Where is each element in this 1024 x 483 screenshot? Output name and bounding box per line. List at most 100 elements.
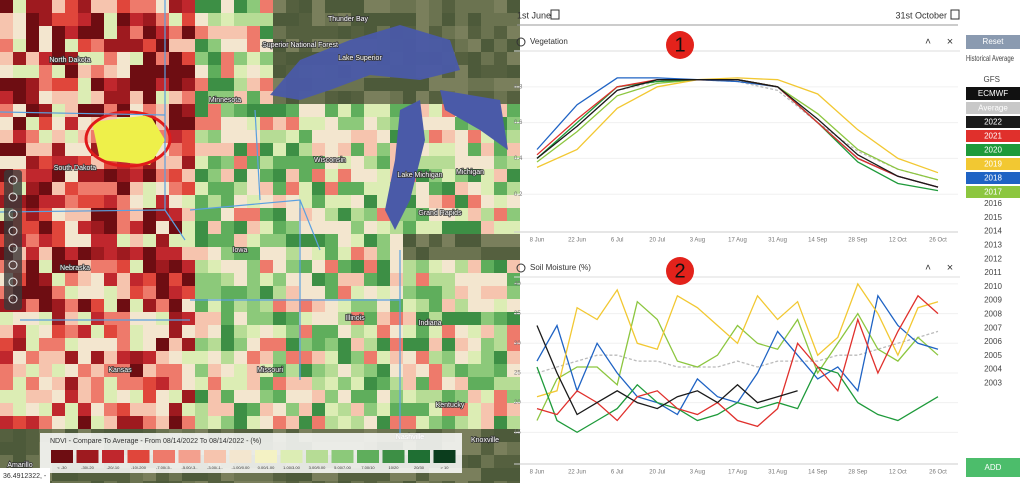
map-cell — [507, 351, 520, 364]
map-cell — [468, 429, 481, 442]
reset-button[interactable] — [966, 35, 1020, 49]
map-cell — [182, 273, 195, 286]
model-option[interactable]: GFS — [984, 75, 1000, 84]
year-option[interactable]: 2015 — [984, 213, 1002, 222]
map-cell — [52, 247, 65, 260]
model-option[interactable]: ECMWF — [978, 89, 1008, 98]
tool-button[interactable] — [8, 209, 18, 219]
map-cell — [377, 221, 390, 234]
map-cell — [442, 481, 455, 483]
map-cell — [455, 208, 468, 221]
map-cell — [182, 312, 195, 325]
model-button[interactable] — [966, 87, 1020, 100]
year-option[interactable]: 2006 — [984, 337, 1002, 346]
tool-button[interactable] — [8, 243, 18, 253]
year-button[interactable] — [966, 158, 1020, 170]
close-button[interactable]: × — [947, 262, 953, 274]
year-option[interactable]: 2010 — [984, 282, 1002, 291]
map-cell — [130, 403, 143, 416]
map-label: Michigan — [456, 169, 484, 176]
map-cell — [247, 26, 260, 39]
map-cell — [65, 78, 78, 91]
start-date[interactable]: 1st June — [517, 10, 551, 20]
year-option[interactable]: 2007 — [984, 323, 1002, 332]
year-button[interactable] — [966, 116, 1020, 128]
map-cell — [65, 260, 78, 273]
map-toolbar — [4, 170, 22, 310]
coordinates: 36.4912322, - — [3, 473, 47, 480]
map-cell — [455, 273, 468, 286]
map-cell — [26, 390, 39, 403]
tool-button[interactable] — [8, 260, 18, 270]
map-cell — [234, 260, 247, 273]
map-cell — [130, 13, 143, 26]
historical-label: Historical Average — [966, 54, 1014, 63]
map-cell — [494, 221, 507, 234]
calendar-icon[interactable] — [950, 9, 960, 20]
x-tick-label: 6 Jul — [611, 470, 624, 476]
map-cell — [377, 325, 390, 338]
tool-button[interactable] — [8, 294, 18, 304]
map-cell — [78, 221, 91, 234]
year-option[interactable]: 2004 — [984, 365, 1002, 374]
map-cell — [169, 351, 182, 364]
collapse-button[interactable]: ˄ — [925, 37, 931, 48]
year-option[interactable]: 2011 — [984, 268, 1002, 277]
map-cell — [390, 351, 403, 364]
map-cell — [143, 338, 156, 351]
map-cell — [364, 130, 377, 143]
map-cell — [403, 403, 416, 416]
end-date[interactable]: 31st October — [895, 10, 947, 20]
map-cell — [208, 403, 221, 416]
map-cell — [195, 390, 208, 403]
year-button[interactable] — [966, 186, 1020, 198]
map-cell — [234, 325, 247, 338]
year-option[interactable]: 2005 — [984, 351, 1002, 360]
add-button[interactable] — [966, 458, 1020, 477]
map-cell — [481, 143, 494, 156]
calendar-icon[interactable] — [550, 9, 560, 20]
year-option[interactable]: 2013 — [984, 241, 1002, 250]
chart-icon — [516, 263, 526, 273]
map-cell — [416, 208, 429, 221]
year-option[interactable]: 2016 — [984, 199, 1002, 208]
map-cell — [234, 65, 247, 78]
year-button[interactable] — [966, 130, 1020, 142]
collapse-button[interactable]: ˄ — [925, 263, 931, 274]
map-cell — [364, 286, 377, 299]
map-cell — [143, 286, 156, 299]
year-button[interactable] — [966, 172, 1020, 184]
map-cell — [0, 13, 13, 26]
map-cell — [39, 13, 52, 26]
map-cell — [104, 416, 117, 429]
map-cell — [494, 403, 507, 416]
map-cell — [260, 78, 273, 91]
close-button[interactable]: × — [947, 36, 953, 48]
map-cell — [0, 39, 13, 52]
map-cell — [104, 299, 117, 312]
year-button[interactable] — [966, 102, 1020, 114]
map-cell — [455, 338, 468, 351]
map-cell — [507, 468, 520, 481]
tool-button[interactable] — [8, 192, 18, 202]
map-cell — [104, 26, 117, 39]
year-option[interactable]: 2003 — [984, 379, 1002, 388]
map-cell — [182, 416, 195, 429]
year-option[interactable]: 2012 — [984, 254, 1002, 263]
map-cell — [156, 364, 169, 377]
tool-button[interactable] — [8, 175, 18, 185]
year-option[interactable]: 2008 — [984, 310, 1002, 319]
map-cell — [273, 481, 286, 483]
map-cell — [312, 325, 325, 338]
tool-button[interactable] — [8, 226, 18, 236]
map-cell — [65, 273, 78, 286]
tool-button[interactable] — [8, 277, 18, 287]
year-button[interactable] — [966, 144, 1020, 156]
map-cell — [351, 338, 364, 351]
year-option[interactable]: 2014 — [984, 227, 1002, 236]
map-cell — [26, 182, 39, 195]
map-cell — [39, 416, 52, 429]
map-label: Thunder Bay — [328, 16, 369, 23]
legend-swatch — [102, 450, 124, 463]
year-option[interactable]: 2009 — [984, 296, 1002, 305]
